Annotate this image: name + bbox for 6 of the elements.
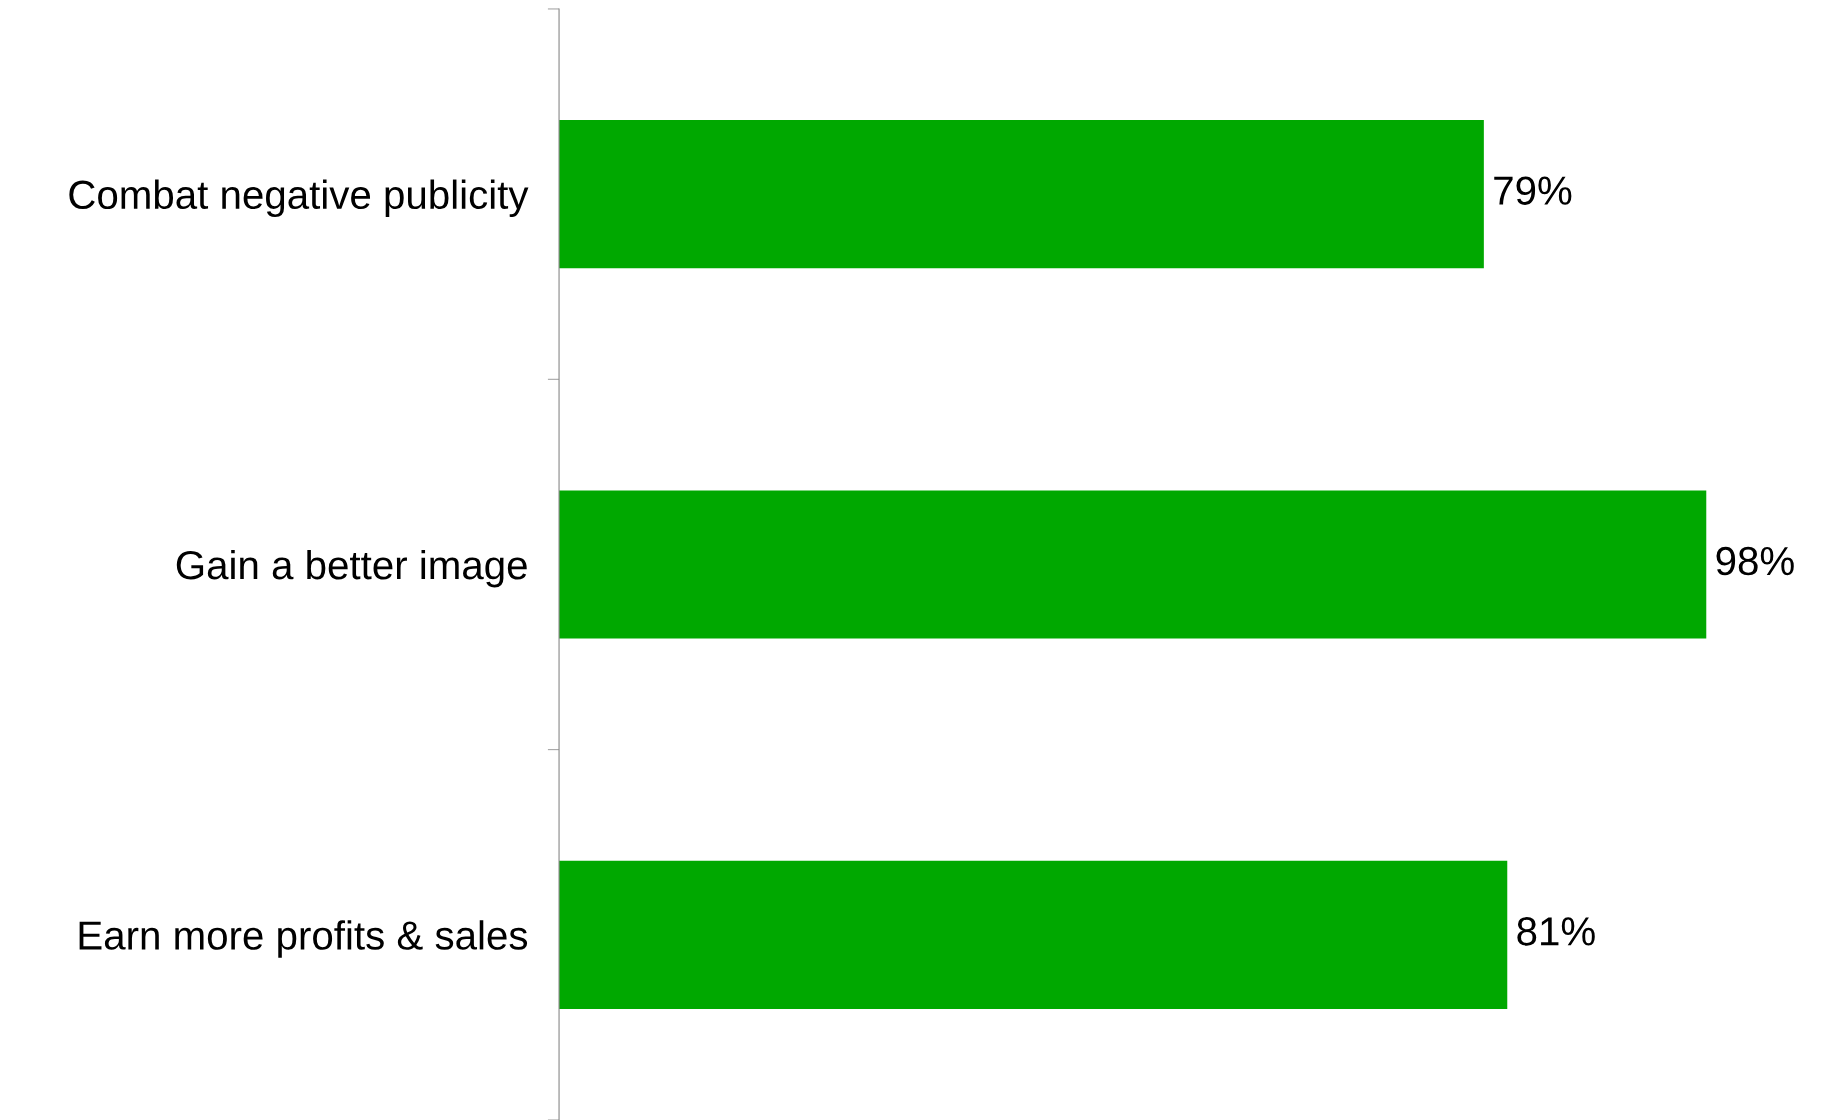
data-label: 98% — [1716, 546, 1794, 576]
y-tick-label: Gain a better image — [176, 549, 527, 588]
y-tick-label: Combat negative publicity — [69, 179, 529, 218]
data-label: 79% — [1494, 176, 1572, 205]
data-label: 81% — [1517, 917, 1595, 946]
y-tick-label: Earn more profits & sales — [79, 920, 528, 958]
